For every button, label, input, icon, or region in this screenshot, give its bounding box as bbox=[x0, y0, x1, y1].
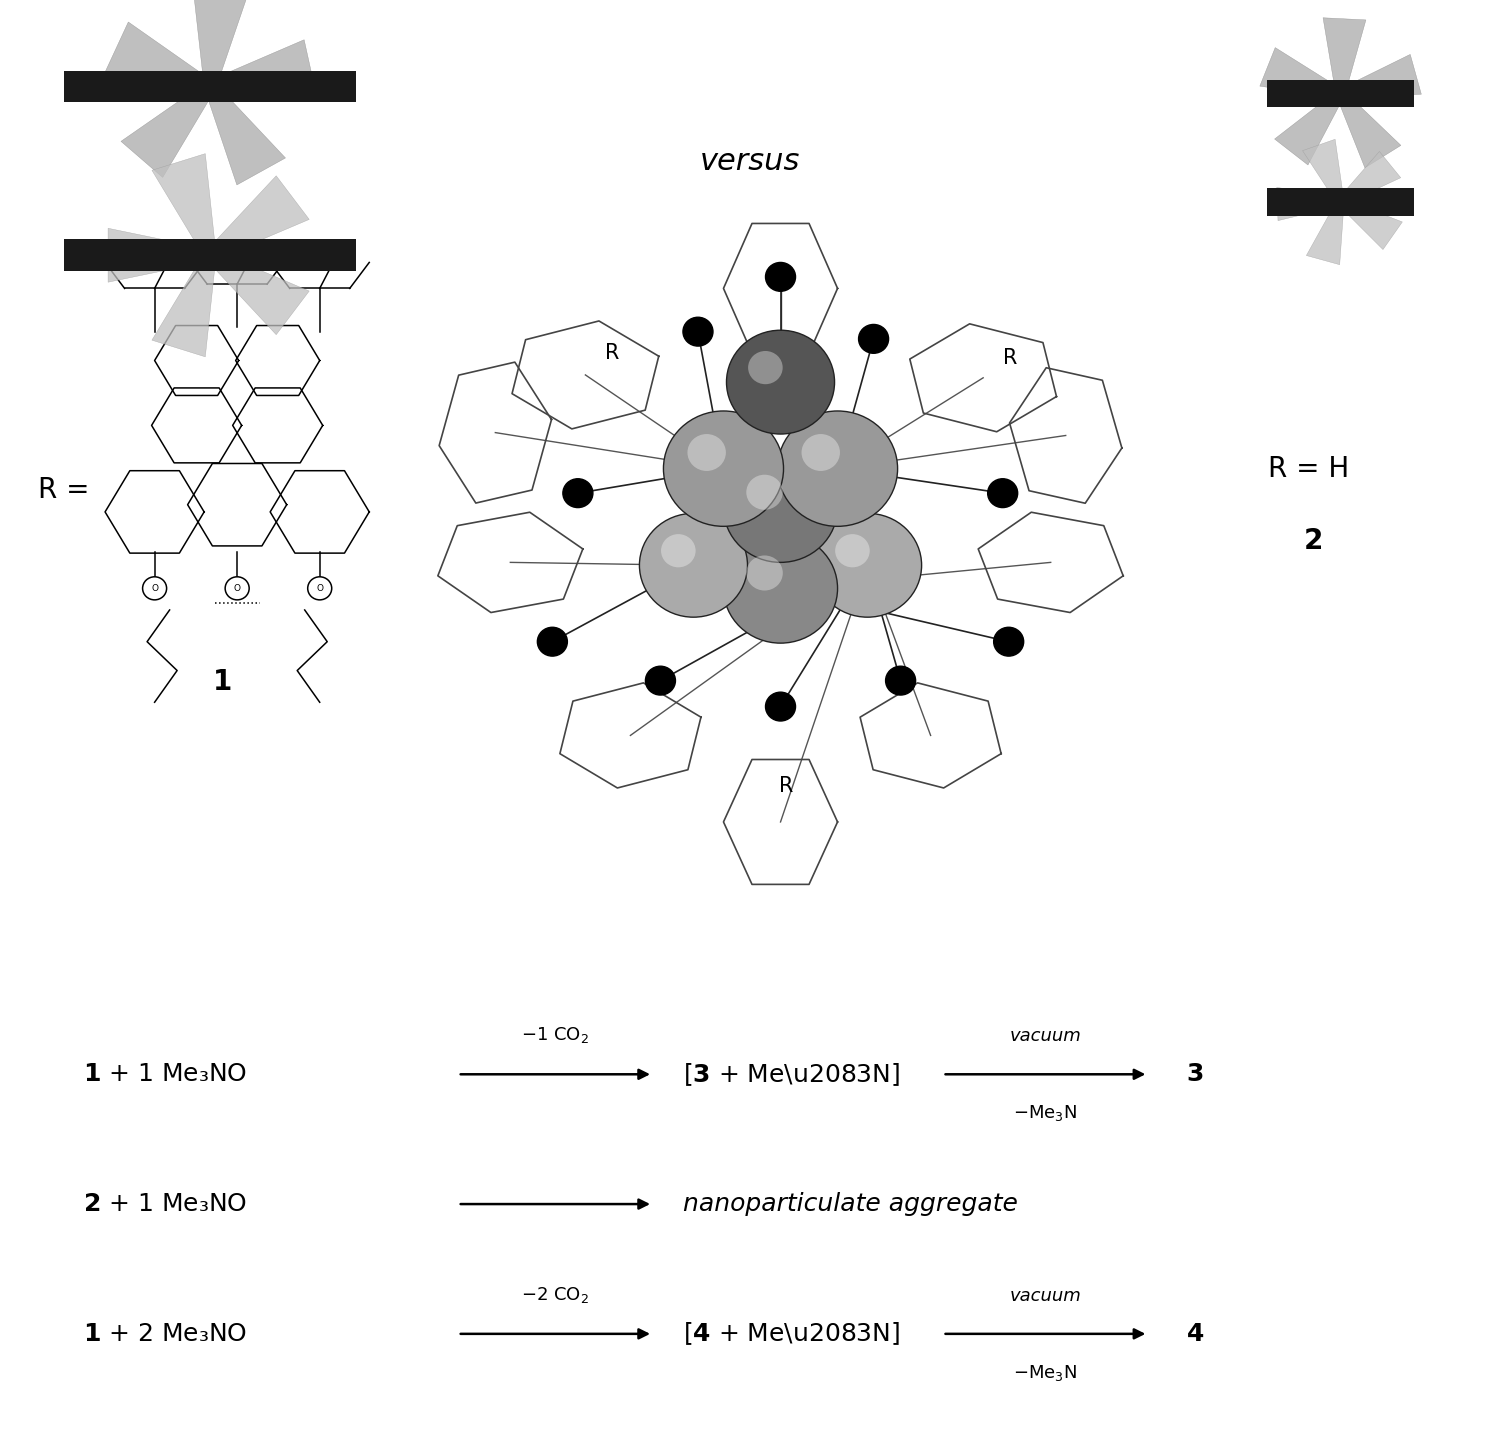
Circle shape bbox=[537, 627, 567, 656]
Polygon shape bbox=[1259, 48, 1342, 98]
Circle shape bbox=[859, 324, 889, 353]
Circle shape bbox=[886, 666, 916, 695]
Polygon shape bbox=[209, 40, 315, 92]
Text: $- \mathrm{Me_3N}$: $- \mathrm{Me_3N}$ bbox=[1013, 1103, 1078, 1123]
Bar bbox=[65, 71, 357, 102]
Bar bbox=[1267, 79, 1414, 107]
Polygon shape bbox=[152, 154, 216, 257]
Circle shape bbox=[766, 262, 796, 291]
Text: $\mathbf{1}$ + 1 Me₃NO: $\mathbf{1}$ + 1 Me₃NO bbox=[83, 1063, 246, 1086]
Circle shape bbox=[683, 317, 713, 346]
Circle shape bbox=[778, 411, 898, 526]
Text: 1: 1 bbox=[213, 668, 231, 696]
Text: nanoparticulate aggregate: nanoparticulate aggregate bbox=[683, 1193, 1018, 1216]
Circle shape bbox=[746, 555, 784, 591]
Circle shape bbox=[723, 453, 838, 562]
Text: $- \mathrm{Me_3N}$: $- \mathrm{Me_3N}$ bbox=[1013, 1363, 1078, 1383]
Circle shape bbox=[747, 350, 782, 384]
Polygon shape bbox=[194, 0, 249, 87]
Circle shape bbox=[726, 330, 835, 434]
Text: versus: versus bbox=[701, 147, 800, 176]
Text: vacuum: vacuum bbox=[1010, 1028, 1081, 1045]
Polygon shape bbox=[1339, 55, 1421, 98]
Polygon shape bbox=[207, 176, 309, 260]
Circle shape bbox=[663, 411, 784, 526]
Circle shape bbox=[814, 513, 922, 617]
Circle shape bbox=[994, 627, 1024, 656]
Text: $- 2\ \mathrm{CO_2}$: $- 2\ \mathrm{CO_2}$ bbox=[521, 1285, 590, 1305]
Polygon shape bbox=[105, 22, 213, 92]
Circle shape bbox=[225, 577, 249, 600]
Polygon shape bbox=[108, 228, 210, 283]
Circle shape bbox=[143, 577, 167, 600]
Polygon shape bbox=[1322, 17, 1366, 94]
Circle shape bbox=[563, 479, 593, 508]
Circle shape bbox=[802, 434, 841, 472]
Text: R =: R = bbox=[38, 476, 89, 505]
Circle shape bbox=[988, 479, 1018, 508]
Text: R: R bbox=[1003, 348, 1018, 368]
Circle shape bbox=[723, 534, 838, 643]
Text: R = H: R = H bbox=[1268, 454, 1349, 483]
Circle shape bbox=[645, 666, 675, 695]
Circle shape bbox=[660, 534, 695, 567]
Polygon shape bbox=[1336, 91, 1400, 167]
Polygon shape bbox=[1339, 199, 1402, 249]
Polygon shape bbox=[1337, 151, 1400, 205]
Text: $\mathbf{3}$: $\mathbf{3}$ bbox=[1186, 1063, 1204, 1086]
Bar bbox=[1267, 189, 1414, 215]
Polygon shape bbox=[207, 251, 309, 335]
Circle shape bbox=[766, 692, 796, 721]
Polygon shape bbox=[1306, 200, 1343, 265]
Text: R: R bbox=[605, 343, 620, 363]
Polygon shape bbox=[1274, 91, 1343, 164]
Polygon shape bbox=[1303, 140, 1343, 203]
Text: O: O bbox=[317, 584, 323, 593]
Circle shape bbox=[639, 513, 747, 617]
Text: $\mathbf{2}$ + 1 Me₃NO: $\mathbf{2}$ + 1 Me₃NO bbox=[83, 1193, 246, 1216]
Text: $- 1\ \mathrm{CO_2}$: $- 1\ \mathrm{CO_2}$ bbox=[521, 1025, 590, 1045]
Bar bbox=[65, 239, 357, 271]
Text: R: R bbox=[779, 776, 794, 796]
Text: $\mathbf{4}$: $\mathbf{4}$ bbox=[1186, 1322, 1204, 1345]
Text: $\mathbf{1}$ + 2 Me₃NO: $\mathbf{1}$ + 2 Me₃NO bbox=[83, 1322, 246, 1345]
Circle shape bbox=[746, 474, 784, 510]
Circle shape bbox=[835, 534, 869, 567]
Polygon shape bbox=[204, 84, 285, 185]
Text: 2: 2 bbox=[1304, 526, 1322, 555]
Text: O: O bbox=[152, 584, 158, 593]
Polygon shape bbox=[1277, 187, 1340, 221]
Circle shape bbox=[687, 434, 726, 472]
Text: [$\mathbf{3}$ + Me\u2083N]: [$\mathbf{3}$ + Me\u2083N] bbox=[683, 1061, 901, 1087]
Text: [$\mathbf{4}$ + Me\u2083N]: [$\mathbf{4}$ + Me\u2083N] bbox=[683, 1321, 901, 1347]
Text: vacuum: vacuum bbox=[1010, 1288, 1081, 1305]
Polygon shape bbox=[152, 254, 216, 356]
Circle shape bbox=[308, 577, 332, 600]
Polygon shape bbox=[122, 82, 215, 177]
Text: O: O bbox=[234, 584, 240, 593]
